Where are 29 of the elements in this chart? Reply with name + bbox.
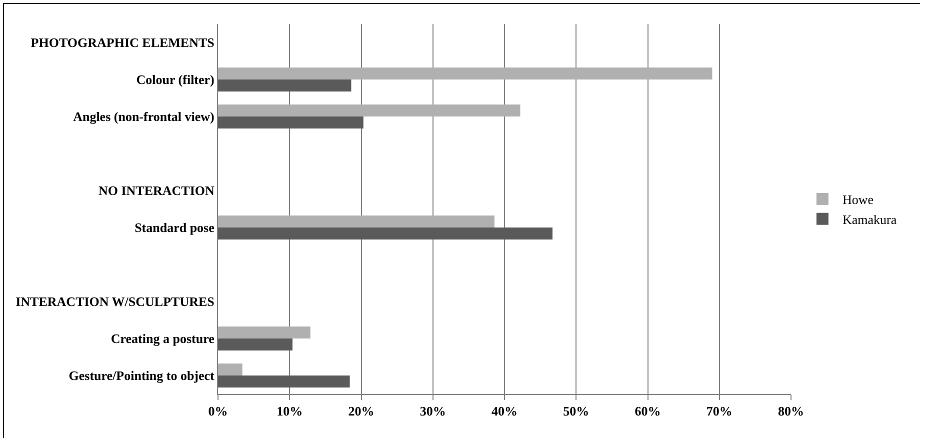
y-tick-label: Standard pose (134, 220, 215, 236)
y-tick-label: Angles (non-frontal view) (73, 109, 214, 124)
x-tick-label: 40% (492, 404, 518, 419)
y-tick-label: PHOTOGRAPHIC ELEMENTS (30, 35, 214, 50)
bar (218, 376, 350, 388)
bar (218, 326, 310, 338)
x-tick-label: 60% (634, 404, 661, 419)
x-tick-label: 30% (420, 404, 446, 419)
x-tick-label: 10% (276, 404, 303, 419)
x-tick-label: 0% (208, 404, 228, 419)
y-tick-label: Gesture/Pointing to object (68, 368, 216, 384)
bar (218, 67, 712, 80)
y-tick-label: NO INTERACTION (98, 183, 216, 198)
y-tick-label: INTERACTION W/SCULPTURES (16, 294, 214, 310)
y-tick-label: Creating a posture (110, 331, 215, 346)
x-tick-label: 20% (348, 404, 374, 419)
x-tick-label: 50% (563, 404, 590, 419)
bar (218, 215, 494, 228)
bar (218, 338, 292, 351)
y-tick-label: Colour (filter) (136, 72, 214, 88)
legend-label: Kamakura (842, 212, 897, 227)
bar (218, 116, 364, 129)
x-tick-label: 70% (706, 404, 732, 419)
x-tick-label: 80% (778, 404, 804, 419)
legend-label: Howe (842, 192, 874, 208)
bar (218, 363, 242, 376)
bar (218, 228, 552, 240)
bar (218, 80, 352, 92)
bar (218, 104, 520, 116)
